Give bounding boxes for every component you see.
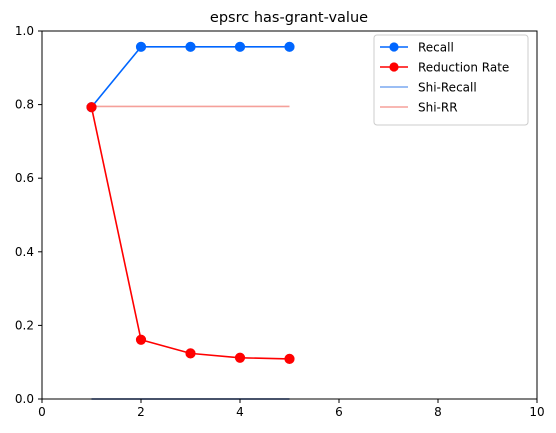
x-tick-label: 4 — [236, 405, 244, 419]
x-tick-label: 6 — [335, 405, 343, 419]
recall-line — [90, 46, 290, 108]
y-axis-ticks: 0.0 0.2 0.4 0.6 0.8 1.0 — [15, 24, 42, 406]
recall-point — [284, 41, 295, 52]
y-tick-label: 0.6 — [15, 171, 34, 185]
legend-shi-recall-label: Shi-Recall — [418, 81, 477, 95]
reduction-rate-point — [234, 352, 246, 363]
y-tick-label: 0.0 — [15, 392, 34, 406]
x-tick-label: 0 — [38, 405, 46, 419]
y-tick-label: 0.8 — [15, 98, 34, 112]
chart-title: epsrc has-grant-value — [210, 10, 368, 26]
reduction-rate-line — [90, 107, 290, 360]
x-tick-label: 2 — [137, 405, 145, 419]
legend-reduction-rate-marker — [389, 62, 399, 72]
x-tick-label: 8 — [434, 405, 442, 419]
legend-reduction-rate-label: Reduction Rate — [418, 61, 509, 75]
plot-series — [86, 41, 295, 400]
y-tick-label: 0.2 — [15, 318, 34, 332]
reduction-rate-point — [185, 348, 196, 359]
plot-frame — [41, 30, 538, 400]
reduction-rate-point — [135, 334, 147, 345]
recall-point — [185, 41, 196, 52]
reduction-rate-point — [284, 353, 295, 364]
x-axis-ticks: 0 2 4 6 8 10 — [38, 399, 545, 419]
recall-point — [135, 41, 147, 52]
recall-point — [234, 41, 246, 52]
legend-shi-rr-label: Shi-RR — [418, 101, 458, 115]
legend-recall-marker — [389, 42, 399, 52]
y-tick-label: 0.4 — [15, 245, 34, 259]
legend-recall-label: Recall — [418, 41, 454, 55]
legend-box — [373, 34, 529, 126]
reduction-rate-point — [86, 102, 97, 113]
legend: Recall Reduction Rate Shi-Recall Shi-RR — [373, 34, 529, 126]
y-tick-label: 1.0 — [15, 24, 34, 38]
x-tick-label: 10 — [529, 405, 544, 419]
